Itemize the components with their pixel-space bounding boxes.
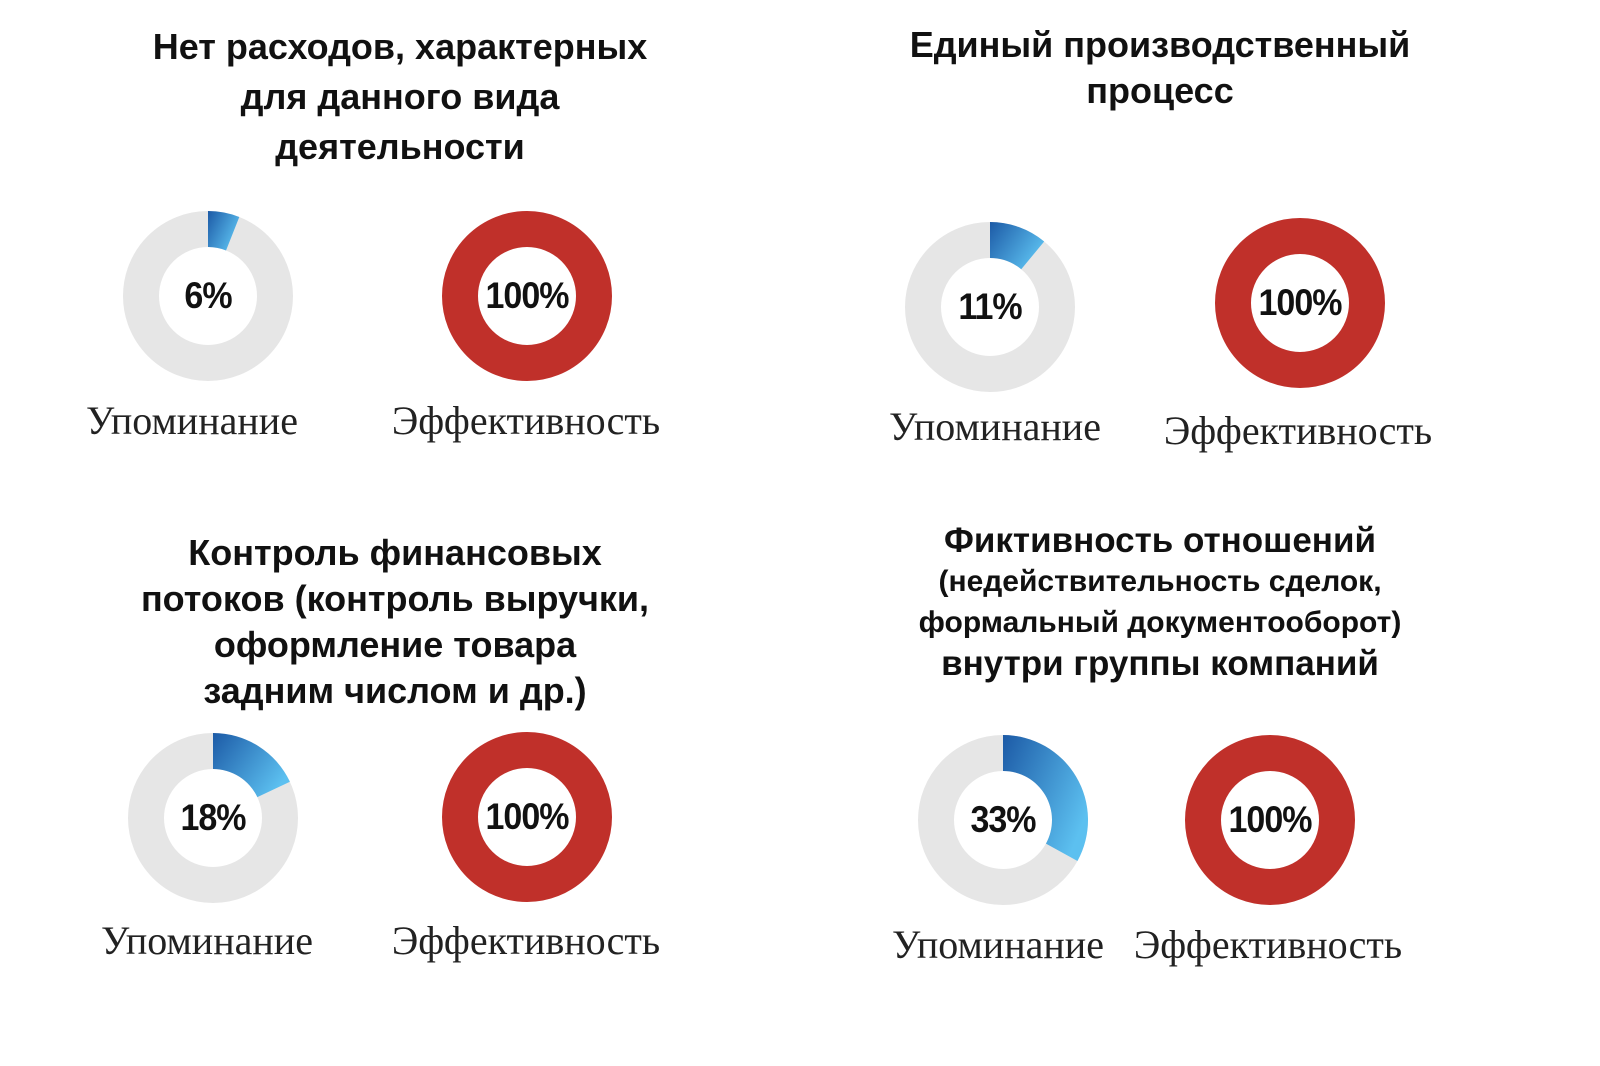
donut-ring-full	[1215, 218, 1385, 388]
panel-1-efficiency-donut: 100%	[442, 211, 612, 381]
panel-1-title-line-1: Нет расходов, характерных	[152, 26, 648, 67]
panel-2-mention-caption: Упоминание	[889, 404, 1101, 449]
panel-1-title-line-2: для данного вида	[240, 76, 560, 117]
donut-ring-full	[1185, 735, 1355, 905]
panel-2-mention-value: 11%	[958, 285, 1022, 328]
panel-2-efficiency-value: 100%	[1258, 281, 1343, 324]
panel-3-title-line-4: задним числом и др.)	[203, 670, 587, 711]
panel-2-efficiency-donut: 100%	[1215, 218, 1385, 388]
panel-4-title-line-4: внутри группы компаний	[941, 644, 1379, 683]
panel-3-efficiency-donut: 100%	[442, 732, 612, 902]
donut-value-segment	[208, 211, 240, 251]
panel-1-efficiency-caption: Эффективность	[391, 398, 661, 443]
panel-3-efficiency-caption: Эффективность	[391, 918, 661, 963]
panel-4-title-line-3: формальный документооборот)	[918, 606, 1402, 639]
donut-value-segment	[213, 733, 290, 798]
panel-3-title-line-1: Контроль финансовых	[188, 532, 602, 573]
panel-1-efficiency-value: 100%	[485, 274, 570, 317]
panel-3-title-line-2: потоков (контроль выручки,	[140, 578, 650, 619]
donut-ring-full	[442, 732, 612, 902]
panel-4-mention-caption: Упоминание	[892, 922, 1104, 967]
panel-1-title: Нет расходов, характерных для данного ви…	[100, 22, 700, 172]
donut-value-segment	[990, 222, 1045, 270]
panel-3-title: Контроль финансовых потоков (контроль вы…	[90, 530, 700, 714]
panel-3-mention-donut: 18%	[128, 733, 298, 903]
panel-4-efficiency-caption: Эффективность	[1133, 922, 1403, 967]
panel-4-title: Фиктивность отношений (недействительност…	[860, 520, 1460, 684]
panel-2-title: Единый производственный процесс	[860, 22, 1460, 114]
panel-2-title-line-1: Единый производственный	[909, 24, 1411, 65]
panel-2-title-line-2: процесс	[1086, 70, 1234, 111]
donut-ring-full	[442, 211, 612, 381]
panel-3-mention-value: 18%	[180, 796, 246, 839]
panel-2-efficiency-caption: Эффективность	[1163, 408, 1433, 453]
panel-4-title-line-1: Фиктивность отношений	[944, 521, 1376, 560]
panel-3-title-line-3: оформление товара	[213, 624, 577, 665]
panel-4-mention-value: 33%	[970, 798, 1036, 841]
donut-value-segment	[1003, 735, 1088, 861]
panel-4-efficiency-donut: 100%	[1185, 735, 1355, 905]
panel-1-mention-donut: 6%	[123, 211, 293, 381]
panel-1-mention-value: 6%	[184, 274, 232, 317]
panel-4-title-line-2: (недействительность сделок,	[938, 565, 1382, 598]
panel-1-title-line-3: деятельности	[275, 126, 525, 167]
panel-2-mention-donut: 11%	[905, 222, 1075, 392]
panel-3-efficiency-value: 100%	[485, 795, 570, 838]
panel-4-efficiency-value: 100%	[1228, 798, 1313, 841]
panel-1-mention-caption: Упоминание	[86, 398, 298, 443]
panel-4-mention-donut: 33%	[918, 735, 1088, 905]
panel-3-mention-caption: Упоминание	[101, 918, 313, 963]
